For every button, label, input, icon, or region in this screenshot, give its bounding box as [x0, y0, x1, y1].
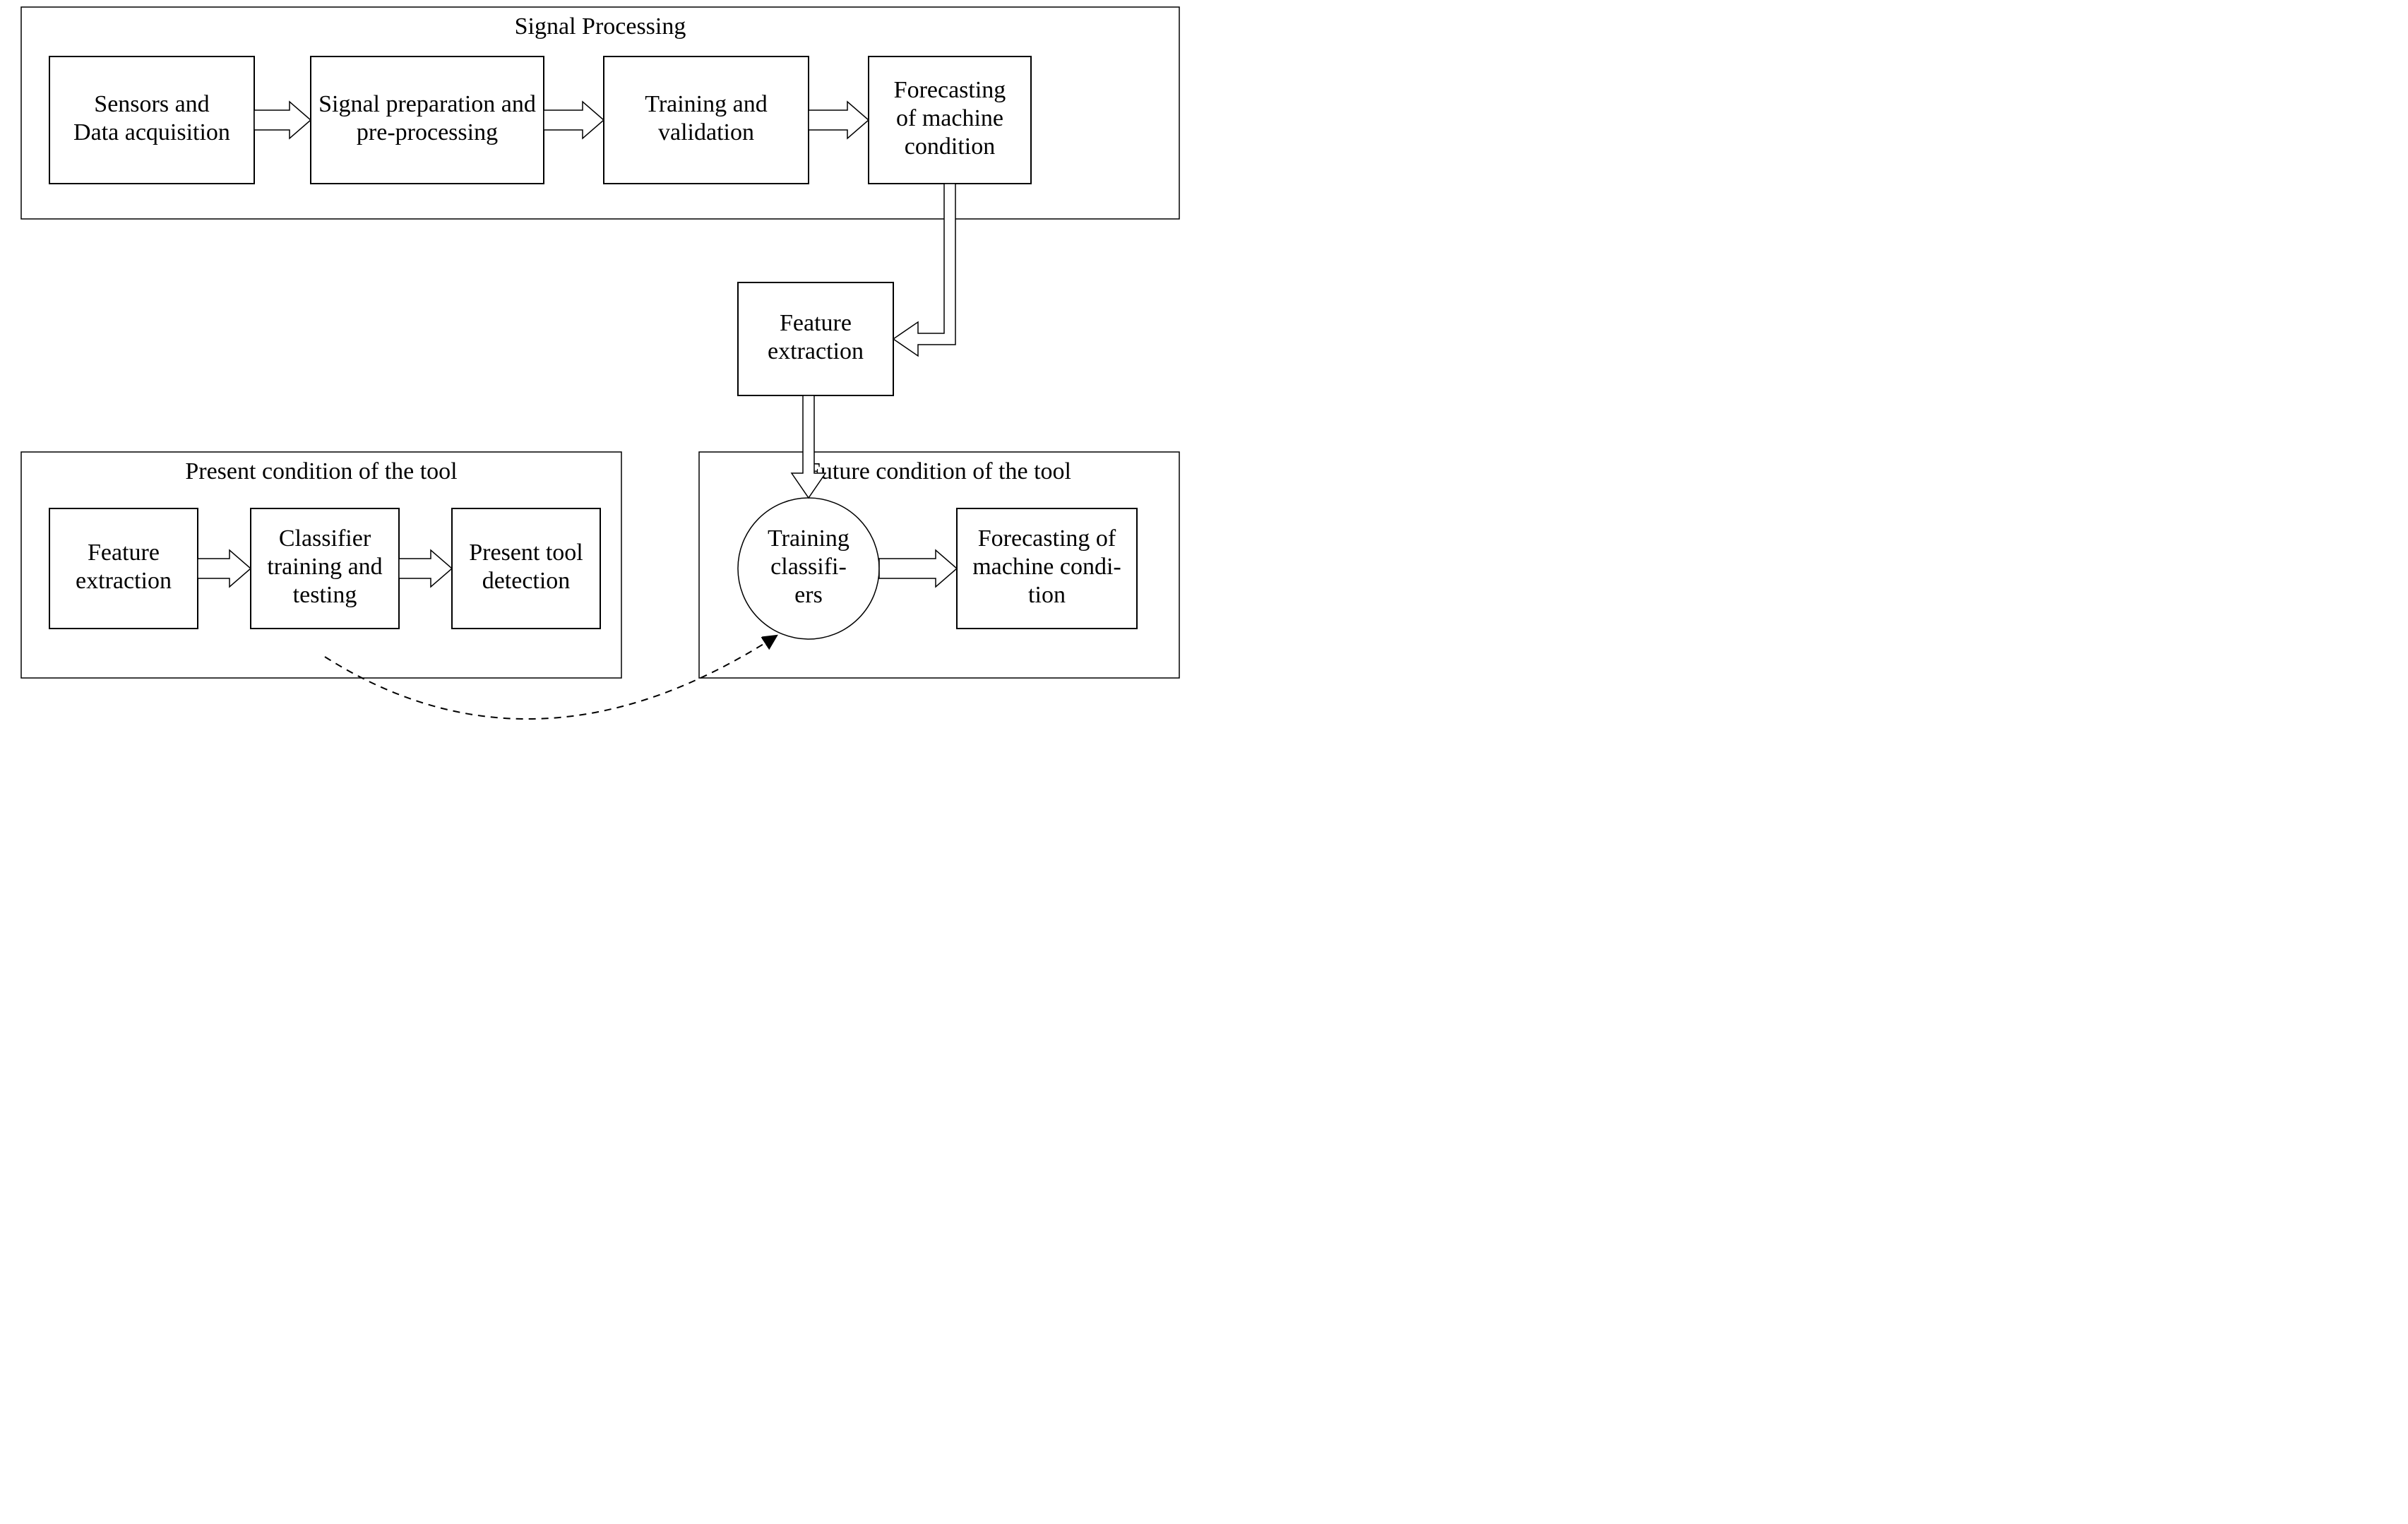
node-label: Signal preparation and [318, 91, 536, 117]
node-label: of machine [896, 105, 1003, 131]
node-label: detection [482, 568, 571, 594]
node-label: condition [905, 133, 995, 160]
node-label: extraction [76, 568, 172, 594]
node-label: training and [267, 554, 382, 580]
panel-title: Present condition of the tool [185, 458, 457, 484]
node-label: Training and [645, 91, 767, 117]
node-label: classifi- [770, 554, 847, 580]
node-label: Sensors and [94, 91, 209, 117]
node-label: Forecasting [894, 77, 1006, 103]
panel-title: Signal Processing [515, 13, 686, 40]
node-label: pre-processing [357, 119, 498, 145]
node-label: Training [768, 525, 850, 552]
node-label: validation [658, 119, 754, 145]
node-label: testing [293, 582, 357, 608]
node-label: Feature [88, 540, 160, 566]
node-label: machine condi- [972, 554, 1121, 580]
node-label: Forecasting of [978, 525, 1116, 552]
flowchart-canvas: Signal Processing Present condition of th… [0, 0, 1204, 762]
node-label: Feature [780, 310, 852, 336]
node-label: extraction [768, 338, 864, 364]
node-label: tion [1028, 582, 1066, 608]
node-label: ers [794, 582, 823, 608]
panel-title: Future condition of the tool [807, 458, 1071, 484]
node-label: Classifier [279, 525, 371, 552]
node-label: Present tool [469, 540, 583, 566]
node-label: Data acquisition [73, 119, 230, 145]
